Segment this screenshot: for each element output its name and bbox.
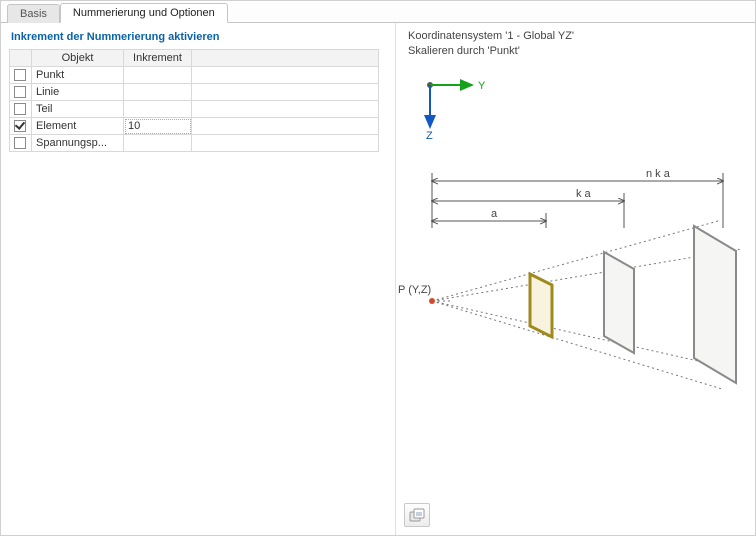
row-increment[interactable] [124,135,192,152]
col-object: Objekt [32,50,124,67]
row-object: Element [32,118,124,135]
row-increment[interactable] [124,101,192,118]
dim-a: a [491,208,498,220]
table-row: Element10 [10,118,379,135]
preview-panel: Koordinatensystem '1 - Global YZ' Skalie… [396,23,755,535]
row-checkbox[interactable] [10,84,32,101]
origin-point [429,298,435,304]
row-increment[interactable] [124,67,192,84]
tab-bar: Basis Nummerierung und Optionen [1,1,755,23]
row-checkbox[interactable] [10,101,32,118]
col-checkbox [10,50,32,67]
preview-line-2: Skalieren durch 'Punkt' [408,44,747,59]
row-checkbox[interactable] [10,67,32,84]
origin-label: P (Y,Z) [398,284,431,296]
row-spacer [192,84,379,101]
tab-numbering-options[interactable]: Nummerierung und Optionen [60,3,228,23]
row-spacer [192,101,379,118]
scaled-rect-1 [530,274,552,337]
table-row: Linie [10,84,379,101]
row-object: Punkt [32,67,124,84]
preview-line-1: Koordinatensystem '1 - Global YZ' [408,29,747,44]
row-increment[interactable] [124,84,192,101]
scaled-rect-3 [694,226,736,383]
increment-table: Objekt Inkrement PunktLinieTeilElement10… [9,49,379,152]
tab-basis[interactable]: Basis [7,4,60,23]
table-row: Spannungsp... [10,135,379,152]
axis-y-label: Y [478,80,486,92]
row-spacer [192,135,379,152]
scaled-rect-2 [604,252,634,353]
dim-nka: n k a [646,168,671,180]
panel-title: Inkrement der Nummerierung aktivieren [9,29,395,49]
row-increment[interactable]: 10 [124,118,192,135]
table-row: Punkt [10,67,379,84]
left-panel: Inkrement der Nummerierung aktivieren Ob… [1,23,396,535]
row-spacer [192,67,379,84]
row-object: Spannungsp... [32,135,124,152]
dim-ka: k a [576,188,592,200]
table-row: Teil [10,101,379,118]
row-checkbox[interactable] [10,118,32,135]
col-spacer [192,50,379,67]
row-object: Teil [32,101,124,118]
options-icon[interactable] [404,503,430,527]
col-increment: Inkrement [124,50,192,67]
scaling-diagram: n k a k a a P (Y,Z) [396,133,746,433]
row-spacer [192,118,379,135]
row-object: Linie [32,84,124,101]
row-checkbox[interactable] [10,135,32,152]
